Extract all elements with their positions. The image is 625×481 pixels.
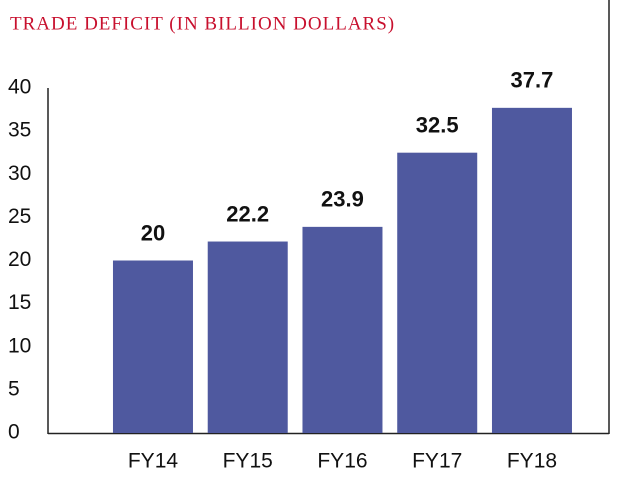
x-tick-label: FY15 [223, 450, 273, 473]
bar [397, 152, 478, 433]
y-tick-label: 35 [8, 119, 31, 142]
y-tick-label: 20 [8, 248, 31, 271]
x-tick-label: FY16 [317, 450, 367, 473]
bar [207, 241, 288, 433]
y-tick-label: 5 [8, 377, 20, 400]
bar [491, 107, 572, 434]
value-label: 37.7 [511, 68, 554, 93]
value-label: 23.9 [321, 187, 364, 212]
y-tick-label: 15 [8, 291, 31, 314]
y-tick-label: 25 [8, 205, 31, 228]
y-tick-label: 40 [8, 76, 31, 99]
value-label: 32.5 [416, 113, 459, 138]
x-tick-label: FY17 [412, 450, 462, 473]
bar [302, 226, 383, 433]
x-tick-label: FY18 [507, 450, 557, 473]
chart-title: TRADE DEFICIT (IN BILLION DOLLARS) [10, 13, 395, 34]
value-label: 20 [141, 220, 165, 245]
x-tick-label: FY14 [128, 450, 179, 473]
bar [112, 260, 193, 433]
y-tick-label: 0 [8, 421, 20, 444]
y-tick-label: 30 [8, 162, 31, 185]
value-label: 22.2 [226, 201, 269, 226]
y-tick-label: 10 [8, 334, 31, 357]
